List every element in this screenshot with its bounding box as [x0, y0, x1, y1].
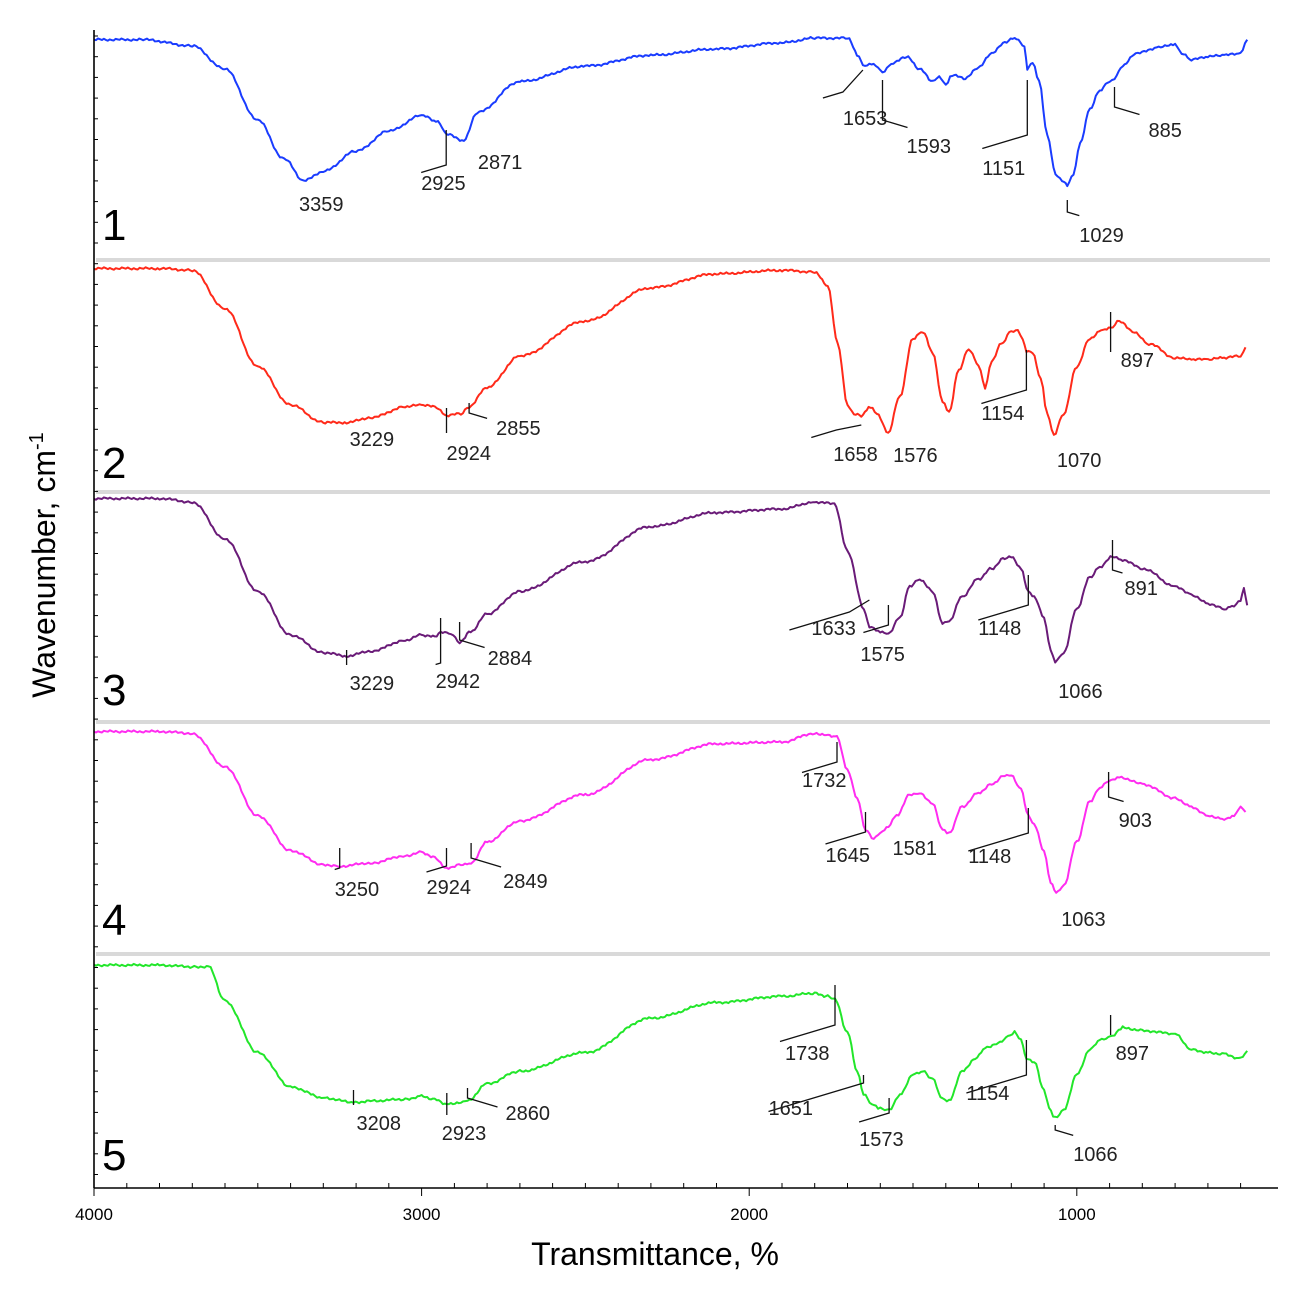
- peak-label-5-1573: 1573: [859, 1129, 904, 1151]
- spectrum-line-2: [93, 266, 1247, 436]
- peak-leader-line: [858, 1098, 890, 1123]
- peak-label-4-1645: 1645: [826, 845, 871, 867]
- peak-label-1-1151: 1151: [982, 158, 1025, 180]
- peak-label-3-1148: 1148: [978, 618, 1021, 640]
- peak-label-4-903: 903: [1119, 810, 1152, 832]
- peak-label-3-2942: 2942: [436, 671, 481, 693]
- peak-leader-line: [334, 848, 341, 871]
- peak-leader-line: [1107, 772, 1124, 803]
- spectrum-line-5: [93, 962, 1248, 1119]
- panel-separators: [96, 258, 1270, 956]
- peak-label-5-2860: 2860: [506, 1103, 551, 1125]
- peak-label-5-1066: 1066: [1073, 1144, 1118, 1166]
- peak-label-4-1148: 1148: [968, 846, 1011, 868]
- peak-label-2-2924: 2924: [447, 443, 492, 465]
- x-tick-label: 1000: [1058, 1205, 1096, 1224]
- peak-label-1-885: 885: [1149, 120, 1182, 142]
- peak-label-2-1658: 1658: [833, 444, 878, 466]
- peak-leader-line: [435, 618, 442, 666]
- peak-leader-line: [468, 403, 488, 420]
- peak-leader-line: [981, 350, 1028, 405]
- peak-leader-line: [978, 575, 1029, 621]
- y-minor-ticks: [94, 35, 98, 1175]
- peak-label-4-1063: 1063: [1061, 909, 1106, 931]
- peak-label-5-2923: 2923: [442, 1123, 487, 1145]
- peak-label-1-2925: 2925: [421, 173, 466, 195]
- peak-leader-line: [1113, 87, 1140, 116]
- peak-label-5-1154: 1154: [966, 1083, 1009, 1105]
- peak-leader-line: [1111, 540, 1123, 574]
- panel-number-3: 3: [102, 666, 126, 715]
- peak-leader-line: [779, 985, 836, 1043]
- peak-label-4-2849: 2849: [503, 871, 547, 893]
- peak-label-3-1575: 1575: [860, 644, 905, 666]
- panel-numbers: 1 2 3 4 5: [102, 201, 126, 1180]
- panel-number-2: 2: [102, 439, 126, 488]
- peak-leader-line: [458, 622, 485, 649]
- peak-label-3-3229: 3229: [350, 673, 395, 695]
- peak-label-1-2871: 2871: [478, 152, 523, 174]
- peak-leader-line: [421, 130, 447, 174]
- peak-label-2-2855: 2855: [496, 418, 540, 440]
- peak-leader-line: [426, 848, 448, 873]
- peak-label-5-1738: 1738: [785, 1043, 830, 1065]
- x-tick-label: 3000: [403, 1205, 441, 1224]
- peak-leader-line: [822, 69, 864, 99]
- peak-leader-line: [811, 424, 862, 439]
- peak-leader-line: [1066, 200, 1080, 217]
- peak-label-3-1066: 1066: [1058, 681, 1103, 703]
- peak-label-3-1633: 1633: [811, 618, 856, 640]
- peak-label-4-1732: 1732: [802, 770, 847, 792]
- spectrum-line-4: [93, 729, 1247, 894]
- peak-leader-line: [881, 80, 908, 129]
- peak-leader-line: [968, 808, 1029, 852]
- peak-label-3-2884: 2884: [488, 648, 532, 670]
- peak-label-2-1576: 1576: [893, 445, 938, 467]
- x-axis-title: Transmittance, %: [531, 1236, 779, 1272]
- x-tick-label: 4000: [75, 1205, 113, 1224]
- peak-leader-line: [470, 843, 502, 868]
- y-axis-title: Wavenumber, cm-1: [26, 432, 62, 698]
- peak-label-4-2924: 2924: [427, 877, 472, 899]
- peak-label-2-897: 897: [1121, 350, 1154, 372]
- peak-label-5-897: 897: [1116, 1043, 1149, 1065]
- peak-label-1-1653: 1653: [843, 108, 888, 130]
- peak-leader-line: [466, 1088, 498, 1108]
- panel-number-1: 1: [102, 201, 126, 250]
- peak-annotations: 3359292528711653159311518851029322929242…: [299, 69, 1182, 1166]
- peak-label-1-1029: 1029: [1079, 225, 1124, 247]
- peak-label-4-3250: 3250: [335, 879, 380, 901]
- peak-label-4-1581: 1581: [893, 838, 938, 860]
- spectra: [93, 36, 1249, 1119]
- spectrum-line-1: [93, 36, 1249, 188]
- peak-label-3-891: 891: [1125, 578, 1158, 600]
- peak-leader-line: [966, 1040, 1028, 1094]
- axes: 4000 3000 2000 1000: [75, 30, 1278, 1224]
- panel-number-5: 5: [102, 1131, 126, 1180]
- y-axis-title-text: Wavenumber, cm: [26, 450, 62, 698]
- peak-leader-line: [825, 812, 867, 845]
- x-ticks: 4000 3000 2000 1000: [75, 1183, 1242, 1224]
- peak-leader-line: [801, 742, 838, 774]
- peak-leader-line: [982, 80, 1028, 150]
- peak-leader-line: [789, 599, 870, 631]
- peak-label-2-3229: 3229: [350, 429, 395, 451]
- peak-leader-line: [863, 605, 890, 634]
- peak-label-2-1070: 1070: [1057, 450, 1102, 472]
- peak-leader-line: [768, 1075, 865, 1113]
- peak-label-1-1593: 1593: [907, 136, 952, 158]
- peak-label-5-1651: 1651: [769, 1098, 814, 1120]
- peak-label-5-3208: 3208: [357, 1113, 402, 1135]
- x-tick-label: 2000: [730, 1205, 768, 1224]
- peak-leader-line: [1054, 1125, 1074, 1137]
- spectrum-line-3: [93, 496, 1249, 664]
- panel-number-4: 4: [102, 896, 126, 945]
- peak-label-1-3359: 3359: [299, 194, 344, 216]
- y-axis-title-superscript: -1: [26, 432, 48, 450]
- peak-label-2-1154: 1154: [981, 403, 1024, 425]
